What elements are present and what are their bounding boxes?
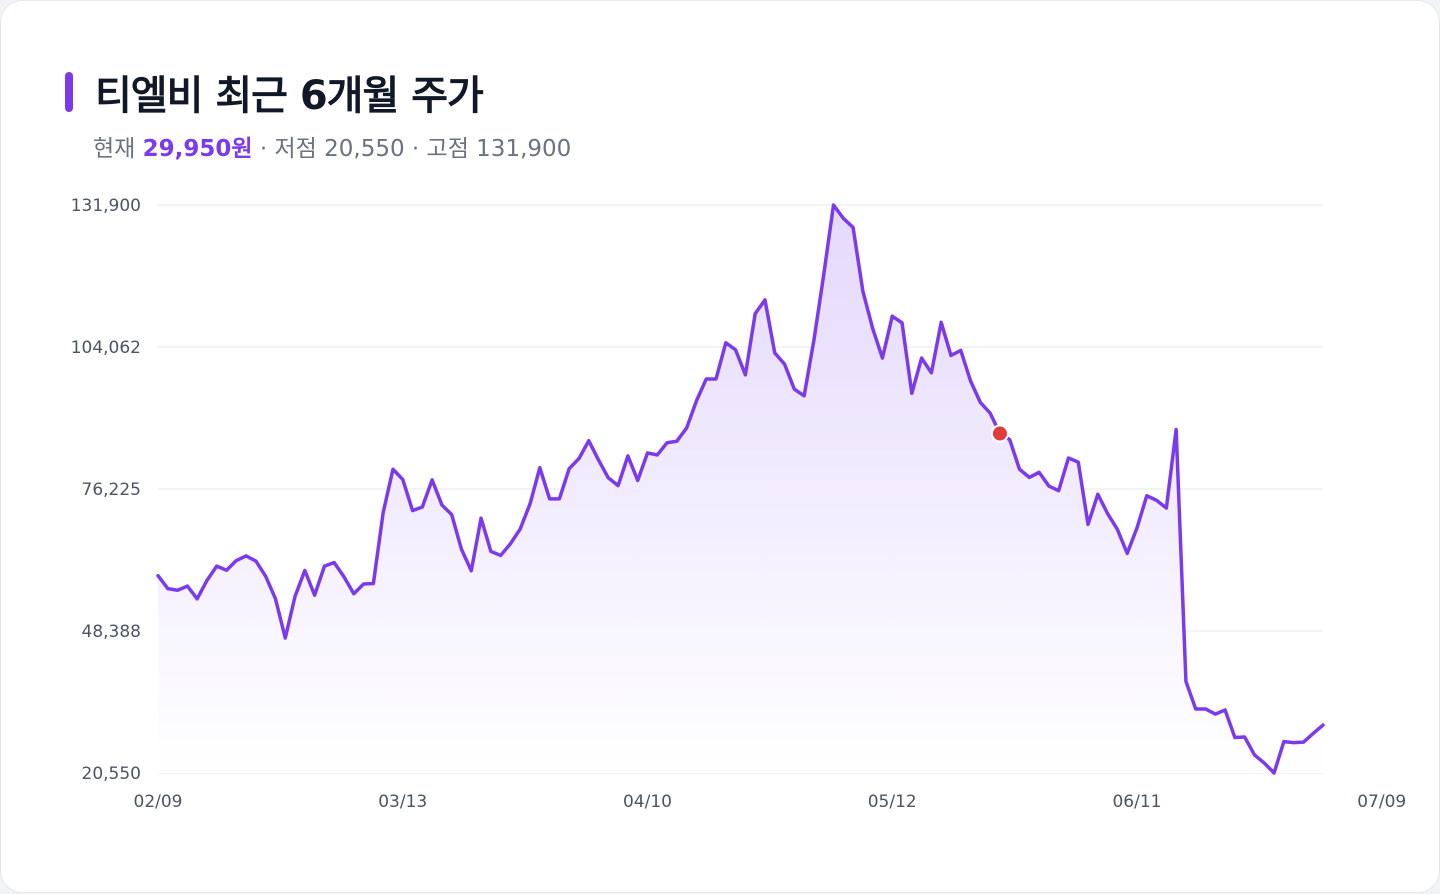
y-tick-label: 48,388: [82, 622, 141, 642]
y-tick-label: 104,062: [71, 338, 141, 358]
x-tick-label: 06/11: [1112, 792, 1161, 812]
x-tick-label: 05/12: [868, 792, 917, 812]
y-tick-label: 20,550: [82, 764, 141, 784]
x-tick-label: 02/09: [134, 792, 183, 812]
y-tick-label: 76,225: [82, 480, 141, 500]
price-markers: [992, 1, 1440, 442]
x-tick-label: 07/09: [1357, 792, 1406, 812]
y-axis-ticks: 20,550 48,388 76,225 104,062 131,900: [71, 196, 141, 784]
x-tick-label: 04/10: [623, 792, 672, 812]
x-tick-label: 03/13: [378, 792, 427, 812]
high-marker: [992, 426, 1008, 442]
y-tick-label: 131,900: [71, 196, 141, 216]
